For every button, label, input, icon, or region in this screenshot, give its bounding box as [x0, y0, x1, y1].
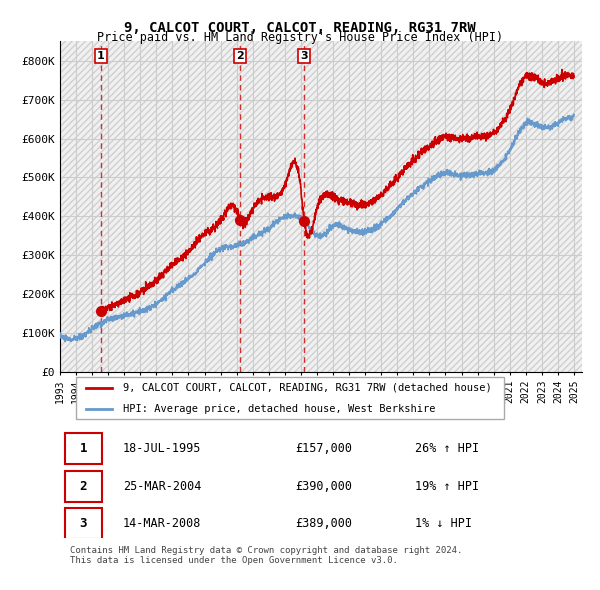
Text: 26% ↑ HPI: 26% ↑ HPI — [415, 442, 479, 455]
Text: £157,000: £157,000 — [295, 442, 352, 455]
Text: 14-MAR-2008: 14-MAR-2008 — [122, 517, 201, 530]
Text: 2: 2 — [80, 480, 87, 493]
Text: 2: 2 — [236, 51, 244, 61]
FancyBboxPatch shape — [65, 471, 102, 502]
Text: 1% ↓ HPI: 1% ↓ HPI — [415, 517, 472, 530]
Text: 1: 1 — [80, 442, 87, 455]
Text: 3: 3 — [80, 517, 87, 530]
Text: HPI: Average price, detached house, West Berkshire: HPI: Average price, detached house, West… — [122, 404, 435, 414]
Text: 18-JUL-1995: 18-JUL-1995 — [122, 442, 201, 455]
Text: Price paid vs. HM Land Registry's House Price Index (HPI): Price paid vs. HM Land Registry's House … — [97, 31, 503, 44]
Text: 9, CALCOT COURT, CALCOT, READING, RG31 7RW: 9, CALCOT COURT, CALCOT, READING, RG31 7… — [124, 21, 476, 35]
FancyBboxPatch shape — [65, 509, 102, 539]
FancyBboxPatch shape — [76, 377, 504, 419]
Text: 9, CALCOT COURT, CALCOT, READING, RG31 7RW (detached house): 9, CALCOT COURT, CALCOT, READING, RG31 7… — [122, 383, 491, 393]
Text: 25-MAR-2004: 25-MAR-2004 — [122, 480, 201, 493]
Text: Contains HM Land Registry data © Crown copyright and database right 2024.
This d: Contains HM Land Registry data © Crown c… — [70, 546, 463, 565]
FancyBboxPatch shape — [65, 434, 102, 464]
Text: 19% ↑ HPI: 19% ↑ HPI — [415, 480, 479, 493]
Text: 1: 1 — [97, 51, 104, 61]
Text: 3: 3 — [301, 51, 308, 61]
Text: £389,000: £389,000 — [295, 517, 352, 530]
Text: £390,000: £390,000 — [295, 480, 352, 493]
